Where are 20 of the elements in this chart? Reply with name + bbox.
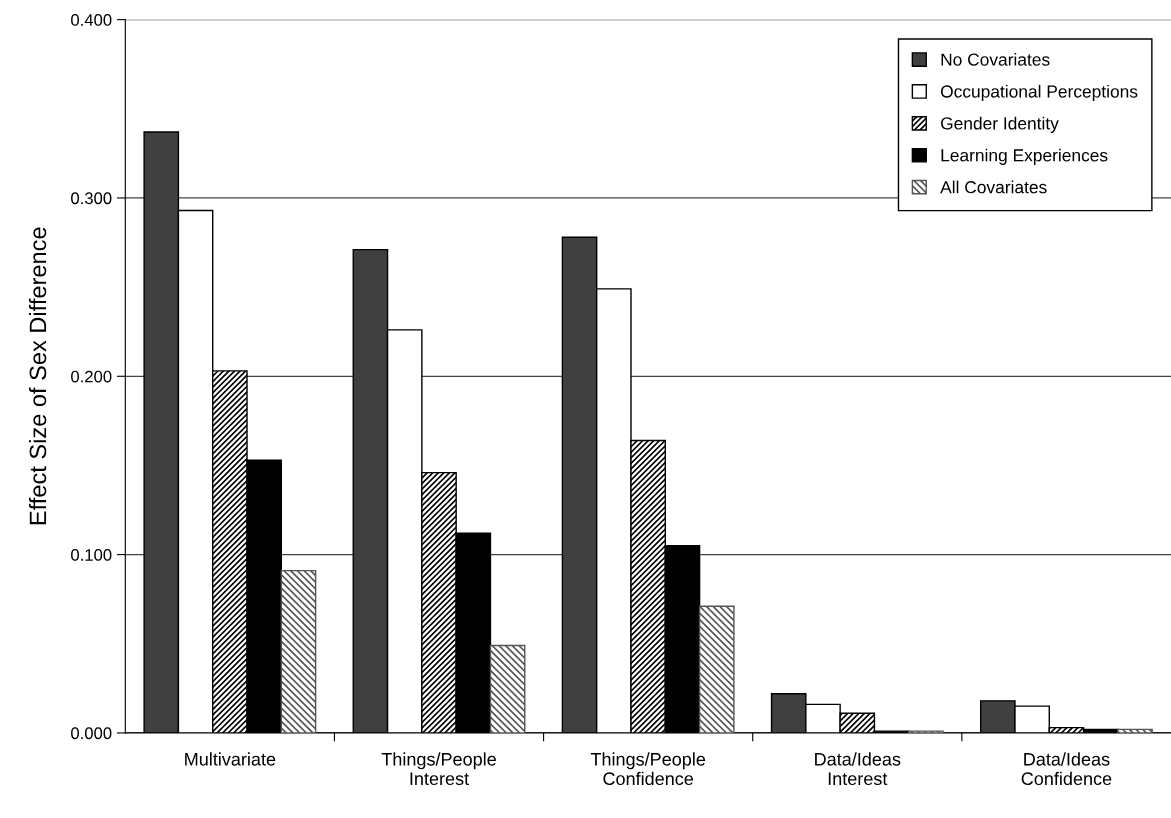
y-tick-label: 0.200 [71,370,112,383]
x-tick-label: Data/Ideas Confidence [1021,752,1112,786]
y-tick-label: 0.000 [71,727,112,740]
y-tick-label: 0.400 [71,14,112,26]
legend-label: Gender Identity [941,116,1059,133]
legend-label: No Covariates [941,52,1050,66]
y-tick-label: 0.100 [71,549,112,561]
legend-label: Occupational Perceptions [940,84,1138,102]
x-tick-label: Things/People Confidence [590,752,706,786]
x-tick-label: Things/People Interest [381,752,496,786]
y-tick-label: 0.300 [71,192,112,205]
y-axis-title: Effect Size of Sex Difference [28,227,47,525]
x-tick-label: Data/Ideas Interest [815,752,901,786]
legend-label: Learning Experiences [941,148,1108,165]
bar [1117,728,1153,733]
bar [280,569,317,733]
bar [698,605,735,733]
legend-label: All Covariates [940,180,1047,194]
x-tick-label: Multivariate [185,752,276,766]
bar [489,644,526,733]
